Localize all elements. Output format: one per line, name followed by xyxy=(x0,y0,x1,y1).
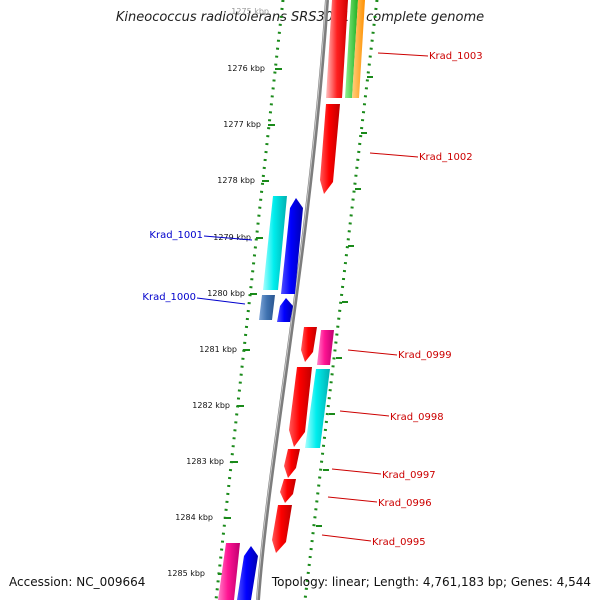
gene-label-krad-1003[interactable]: Krad_1003 xyxy=(429,51,483,62)
tick-label: 1283 kbp xyxy=(186,457,224,466)
tick-label: 1276 kbp xyxy=(227,64,265,73)
ruler-ticks xyxy=(218,68,373,575)
gene-label-krad-0995[interactable]: Krad_0995 xyxy=(372,537,426,548)
tick-label: 1280 kbp xyxy=(207,289,245,298)
accession-text: Accession: NC_009664 xyxy=(9,575,146,589)
gene-krad-0999[interactable] xyxy=(317,330,334,365)
cds-krad-1000[interactable] xyxy=(259,295,275,320)
forward-strand-features xyxy=(272,0,365,553)
gene-krad-0998-red[interactable] xyxy=(289,367,312,447)
cds-krad-1003-green[interactable] xyxy=(345,0,358,98)
backbone-highlight xyxy=(256,0,327,600)
gene-pink-reverse[interactable] xyxy=(218,543,240,600)
tick-label: 1277 kbp xyxy=(223,120,261,129)
gene-krad-0995[interactable] xyxy=(272,505,292,553)
gene-krad-0997[interactable] xyxy=(284,449,300,478)
gene-blue-reverse[interactable] xyxy=(237,546,258,600)
tick-label: 1278 kbp xyxy=(217,176,255,185)
gene-krad-0998[interactable] xyxy=(305,369,330,448)
cds-krad-1001[interactable] xyxy=(263,196,287,290)
gene-label-krad-1002[interactable]: Krad_1002 xyxy=(419,152,473,163)
genome-stats-text: Topology: linear; Length: 4,761,183 bp; … xyxy=(271,575,591,589)
gene-label-krad-1000[interactable]: Krad_1000 xyxy=(142,292,196,303)
tick-label: 1281 kbp xyxy=(199,345,237,354)
genome-title: Kineococcus radiotolerans SRS30216, comp… xyxy=(115,10,485,25)
tick-label: 1284 kbp xyxy=(175,513,213,522)
gene-label-krad-1001[interactable]: Krad_1001 xyxy=(149,230,203,241)
gene-label-krad-0996[interactable]: Krad_0996 xyxy=(378,498,432,509)
tick-label: 1275 kbp xyxy=(231,7,269,16)
gene-label-krad-0999[interactable]: Krad_0999 xyxy=(398,350,452,361)
tick-label: 1282 kbp xyxy=(192,401,230,410)
reverse-strand-features xyxy=(218,196,303,600)
gene-krad-1002[interactable] xyxy=(320,104,340,194)
cds-krad-1003-orange[interactable] xyxy=(352,0,365,98)
tick-label: 1279 kbp xyxy=(213,233,251,242)
gene-krad-1001[interactable] xyxy=(281,198,303,294)
gene-krad-0996[interactable] xyxy=(280,479,296,503)
tick-label: 1285 kbp xyxy=(167,569,205,578)
label-leaders xyxy=(196,52,429,542)
gene-label-krad-0998[interactable]: Krad_0998 xyxy=(390,412,444,423)
gene-krad-0999-red[interactable] xyxy=(301,327,317,362)
gene-label-krad-0997[interactable]: Krad_0997 xyxy=(382,470,436,481)
backbone-line xyxy=(256,0,329,600)
gene-krad-1000[interactable] xyxy=(277,298,293,322)
gene-krad-1003[interactable] xyxy=(326,0,348,98)
